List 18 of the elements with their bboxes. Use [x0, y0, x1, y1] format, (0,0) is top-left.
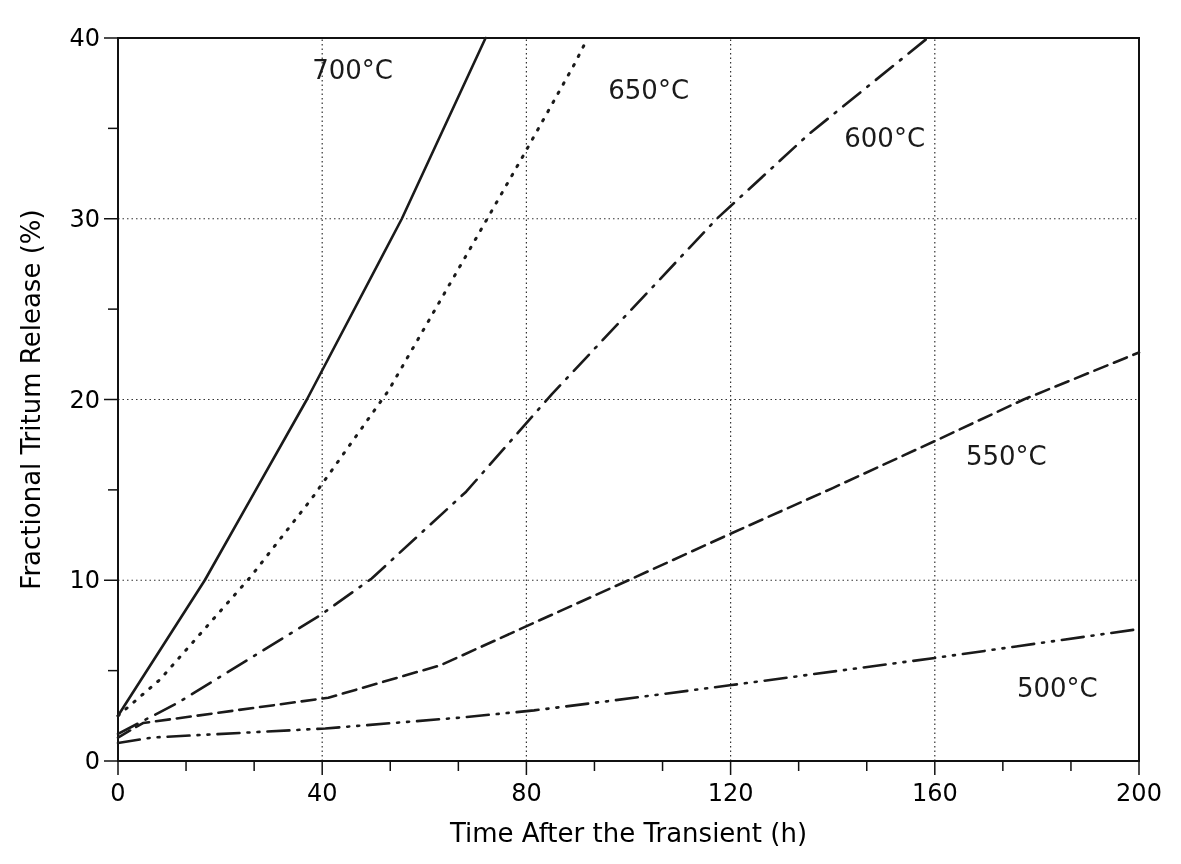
x-tick-label: 120 [707, 779, 754, 807]
y-tick-label: 0 [84, 747, 100, 775]
text: 700°C [312, 55, 393, 85]
x-axis-title: Time After the Transient (h) [448, 818, 808, 848]
y-tick-label: 10 [69, 566, 100, 595]
x-tick-label: 40 [306, 779, 338, 807]
y-axis-title: Fractional Tritum Release (%) [16, 209, 46, 590]
x-tick-label: 0 [110, 779, 126, 807]
y-tick-label: 20 [69, 385, 100, 414]
x-tick-label: 80 [511, 779, 542, 807]
y-tick-label: 30 [69, 204, 100, 233]
series-label: 550°C [965, 440, 1047, 471]
series-label: 600°C [844, 123, 926, 153]
x-tick-label: 160 [911, 779, 958, 807]
series-label: 500°C [1016, 672, 1098, 703]
x-tick-label: 200 [1116, 779, 1162, 807]
series-label: 650°C [608, 75, 690, 105]
y-tick-label: 40 [69, 24, 100, 52]
